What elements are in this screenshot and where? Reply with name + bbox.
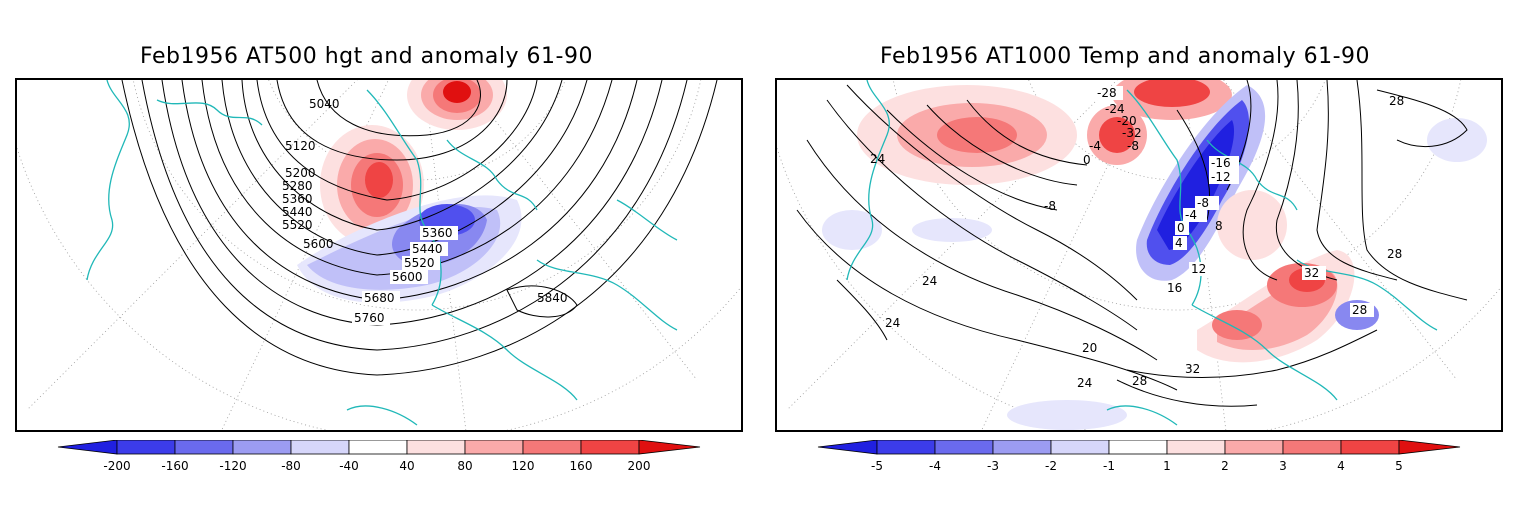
colorbar-tick: 160 — [570, 459, 593, 473]
contour-label: 20 — [1082, 341, 1097, 355]
contour-label: 5360 — [282, 192, 313, 206]
right-graticule — [777, 80, 1501, 430]
colorbar-tick: -5 — [871, 459, 883, 473]
contour-label: -4 — [1185, 208, 1197, 222]
contour-label: 5440 — [282, 205, 313, 219]
colorbar-tick: -40 — [339, 459, 359, 473]
contour-label: -20 — [1117, 114, 1137, 128]
colorbar-tick: -3 — [987, 459, 999, 473]
contour-label: -8 — [1044, 199, 1056, 213]
contour-label: -16 — [1211, 156, 1231, 170]
contour-label: -4 — [1089, 139, 1101, 153]
colorbar-tick: -80 — [281, 459, 301, 473]
colorbar-tick: 120 — [512, 459, 535, 473]
contour-label: 28 — [1132, 374, 1147, 388]
right-map: -28 -24 -20 -32 -4 -8 0 -8 -16 -12 -8 -4… — [775, 78, 1503, 432]
contour-label: 0 — [1083, 153, 1091, 167]
contour-label: -24 — [1105, 102, 1125, 116]
colorbar-tick: 4 — [1337, 459, 1345, 473]
contour-label: 5840 — [537, 291, 568, 305]
colorbar-tick: -1 — [1103, 459, 1115, 473]
left-map: 5040 5120 5200 5280 5360 5440 5520 5600 … — [15, 78, 743, 432]
left-contour-labels: 5040 5120 5200 5280 5360 5440 5520 5600 … — [282, 97, 568, 325]
contour-label: 5600 — [392, 270, 423, 284]
colorbar-tick: -160 — [161, 459, 188, 473]
contour-label: 5040 — [309, 97, 340, 111]
right-colorbar: -5 -4 -3 -2 -1 1 2 3 4 5 — [817, 440, 1461, 473]
right-map-svg: -28 -24 -20 -32 -4 -8 0 -8 -16 -12 -8 -4… — [777, 80, 1501, 430]
contour-label: 5200 — [285, 166, 316, 180]
colorbar-tick: 1 — [1163, 459, 1171, 473]
colorbar-tick: -200 — [103, 459, 130, 473]
right-contour-labels: -28 -24 -20 -32 -4 -8 0 -8 -16 -12 -8 -4… — [870, 86, 1404, 390]
contour-label: 4 — [1175, 236, 1183, 250]
contour-label: 5440 — [412, 242, 443, 256]
contour-label: 0 — [1177, 221, 1185, 235]
colorbar-tick: 5 — [1395, 459, 1403, 473]
contour-label: 12 — [1191, 262, 1206, 276]
contour-label: 5360 — [422, 226, 453, 240]
colorbar-tick: 2 — [1221, 459, 1229, 473]
left-panel-title: Feb1956 AT500 hgt and anomaly 61-90 — [140, 44, 593, 69]
contour-label: 24 — [870, 152, 885, 166]
contour-label: 32 — [1304, 266, 1319, 280]
right-panel-title: Feb1956 AT1000 Temp and anomaly 61-90 — [880, 44, 1371, 69]
colorbar-tick: -120 — [219, 459, 246, 473]
contour-label: -32 — [1122, 126, 1142, 140]
contour-label: 5280 — [282, 179, 313, 193]
contour-label: 32 — [1185, 362, 1200, 376]
colorbar-tick: 3 — [1279, 459, 1287, 473]
right-anomaly-shading — [822, 80, 1487, 430]
contour-label: -8 — [1127, 139, 1139, 153]
contour-label: 5760 — [354, 311, 385, 325]
contour-label: 5120 — [285, 139, 316, 153]
left-graticule — [17, 80, 741, 430]
contour-label: -12 — [1211, 170, 1231, 184]
colorbar-tick: 80 — [457, 459, 472, 473]
contour-label: 5680 — [364, 291, 395, 305]
contour-label: 8 — [1215, 219, 1223, 233]
colorbar-tick: 200 — [628, 459, 651, 473]
contour-label: 28 — [1387, 247, 1402, 261]
contour-label: -8 — [1197, 196, 1209, 210]
contour-label: 24 — [922, 274, 937, 288]
contour-label: 24 — [1077, 376, 1092, 390]
colorbar-tick: -2 — [1045, 459, 1057, 473]
contour-label: 5600 — [303, 237, 334, 251]
colorbar-tick: -4 — [929, 459, 941, 473]
contour-label: 5520 — [282, 218, 313, 232]
contour-label: 16 — [1167, 281, 1182, 295]
contour-label: 5520 — [404, 256, 435, 270]
contour-label: 24 — [885, 316, 900, 330]
contour-label: 28 — [1352, 303, 1367, 317]
contour-label: -28 — [1097, 86, 1117, 100]
left-colorbar: -200 -160 -120 -80 -40 40 80 120 160 200 — [57, 440, 701, 473]
colorbar-tick: 40 — [399, 459, 414, 473]
left-map-svg: 5040 5120 5200 5280 5360 5440 5520 5600 … — [17, 80, 741, 430]
left-coastlines — [86, 80, 678, 426]
left-height-contours — [121, 80, 718, 376]
contour-label: 28 — [1389, 94, 1404, 108]
